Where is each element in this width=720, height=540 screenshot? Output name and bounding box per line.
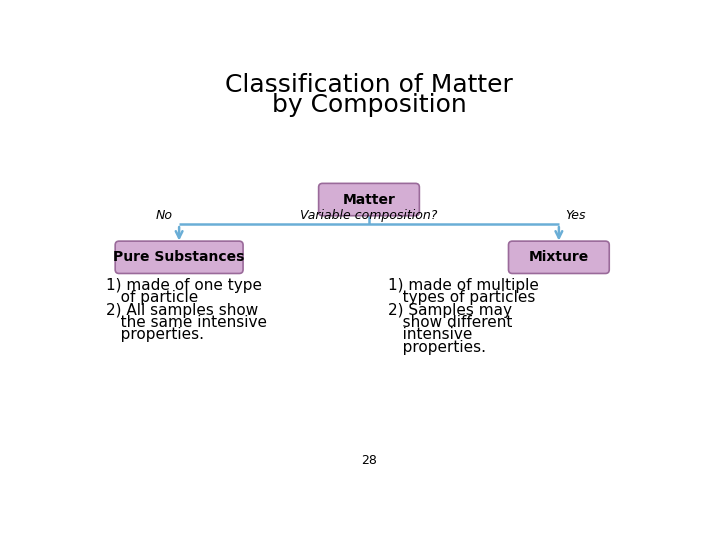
- Text: the same intensive: the same intensive: [106, 315, 266, 330]
- Text: intensive: intensive: [388, 327, 473, 342]
- Text: properties.: properties.: [106, 327, 204, 342]
- Text: properties.: properties.: [388, 340, 487, 355]
- Text: 28: 28: [361, 454, 377, 467]
- FancyBboxPatch shape: [508, 241, 609, 273]
- Text: Pure Substances: Pure Substances: [114, 251, 245, 264]
- FancyBboxPatch shape: [319, 184, 419, 215]
- Text: Variable composition?: Variable composition?: [300, 209, 438, 222]
- Text: of particle: of particle: [106, 291, 198, 306]
- Text: types of particles: types of particles: [388, 291, 536, 306]
- Text: 1) made of one type: 1) made of one type: [106, 278, 261, 293]
- Text: Yes: Yes: [565, 209, 585, 222]
- Text: 2) All samples show: 2) All samples show: [106, 303, 258, 318]
- Text: Matter: Matter: [343, 193, 395, 206]
- FancyBboxPatch shape: [115, 241, 243, 273]
- Text: Classification of Matter: Classification of Matter: [225, 72, 513, 97]
- Text: No: No: [156, 209, 173, 222]
- Text: 1) made of multiple: 1) made of multiple: [388, 278, 539, 293]
- Text: show different: show different: [388, 315, 513, 330]
- Text: 2) Samples may: 2) Samples may: [388, 303, 513, 318]
- Text: Mixture: Mixture: [528, 251, 589, 264]
- Text: by Composition: by Composition: [271, 92, 467, 117]
